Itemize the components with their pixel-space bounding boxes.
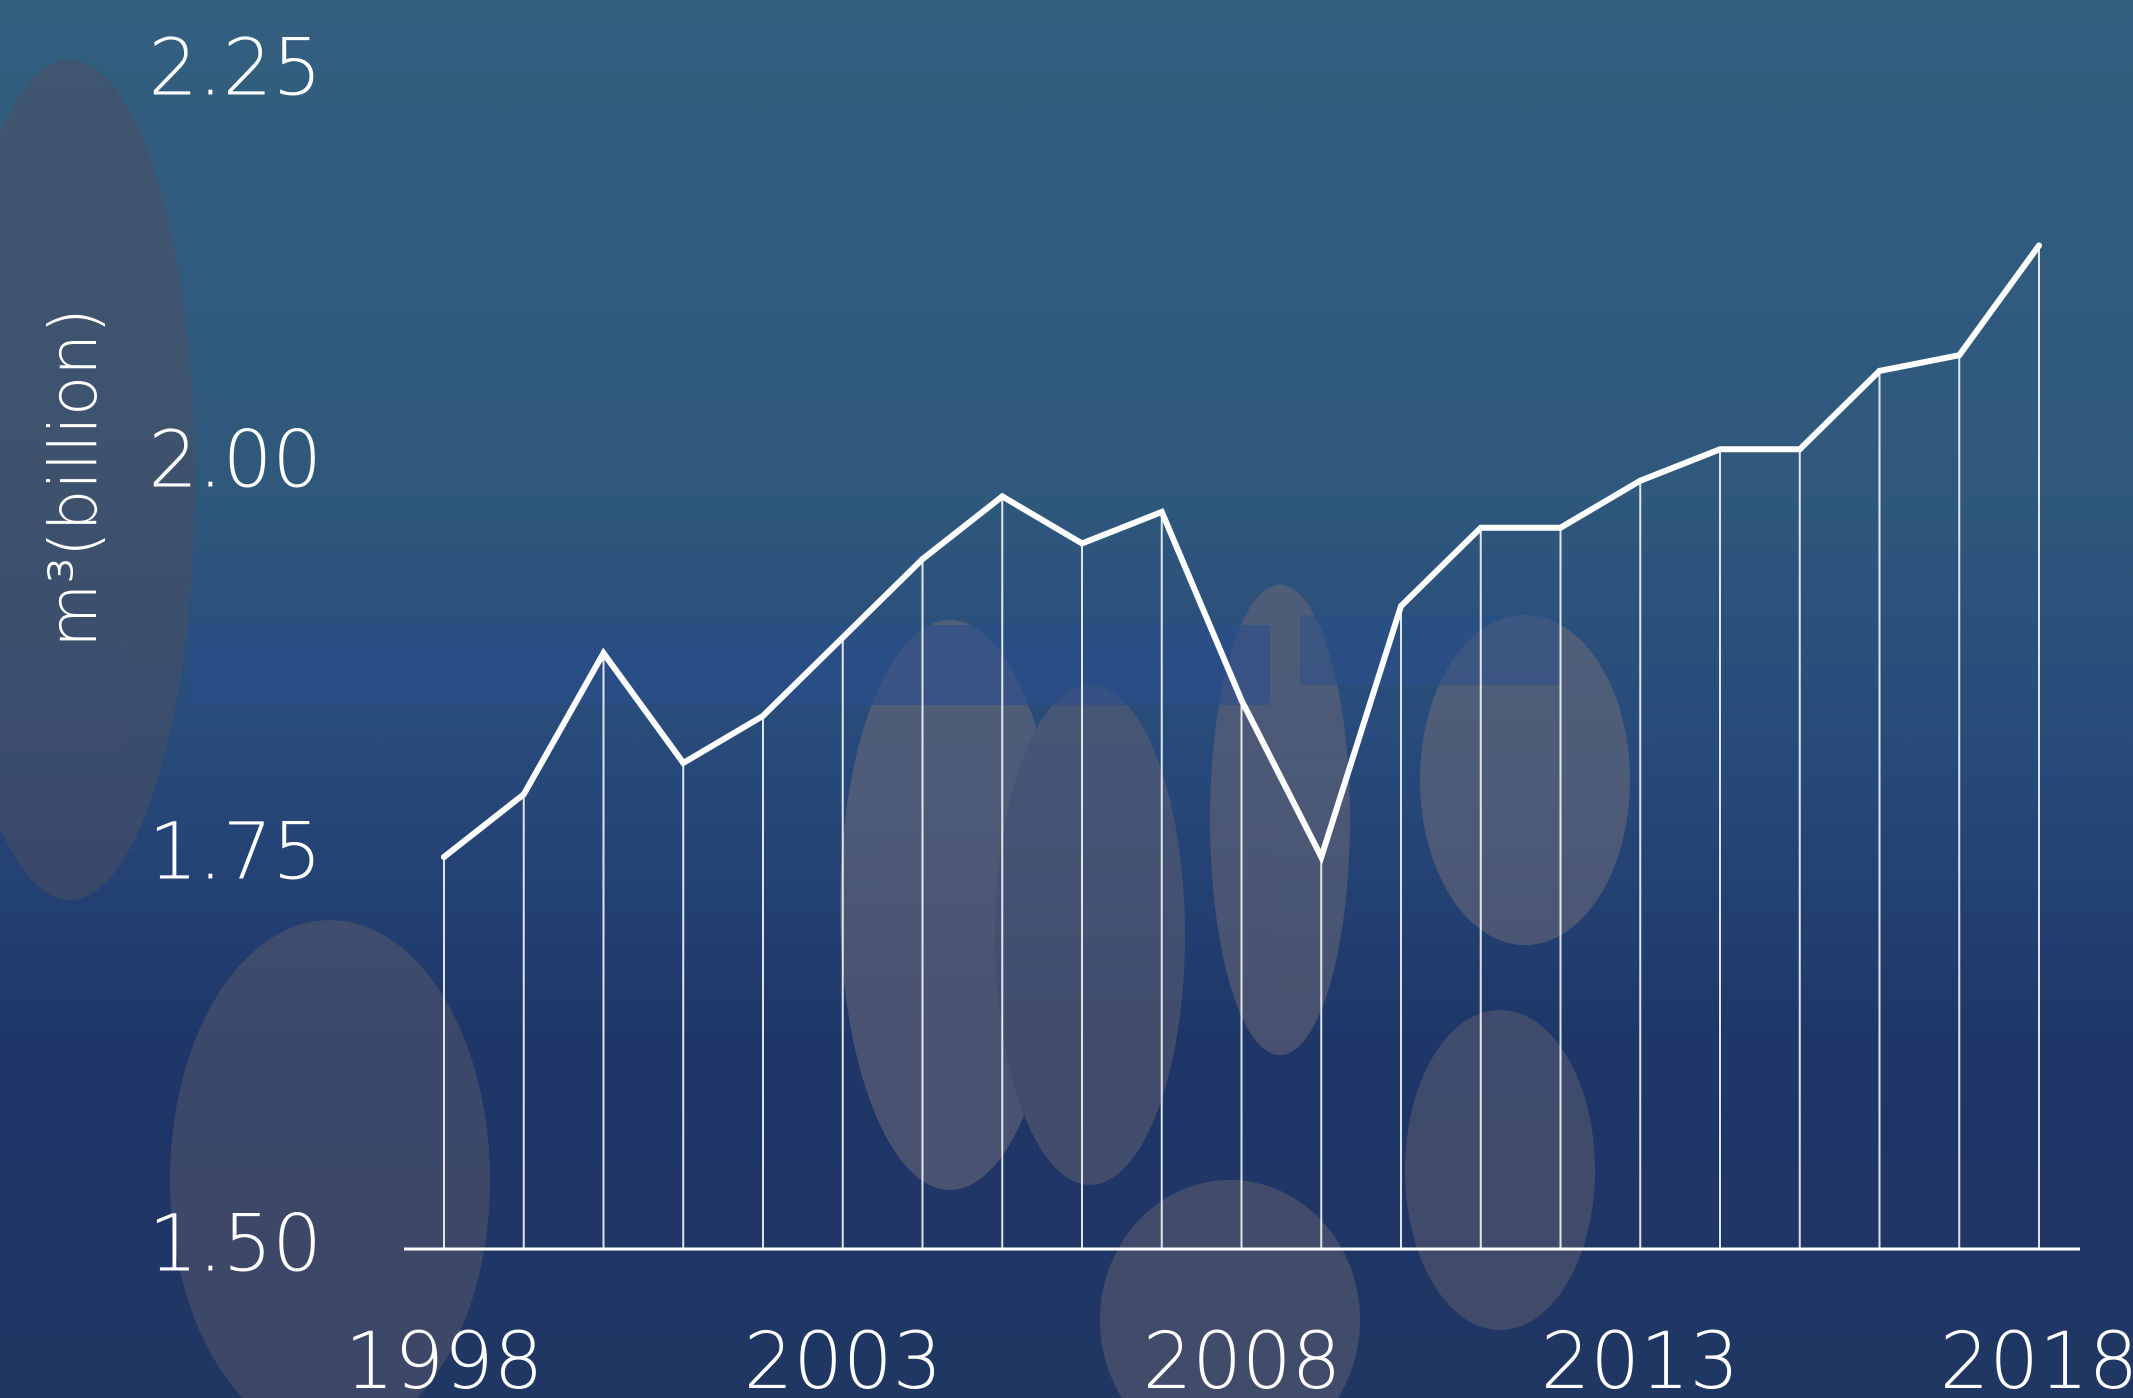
x-tick-label: 2018 [1940, 1317, 2133, 1398]
data-points [441, 242, 2042, 860]
x-tick-label: 2003 [744, 1317, 943, 1398]
data-point [1956, 352, 1963, 359]
data-point [1477, 524, 1484, 531]
data-point [520, 791, 527, 798]
data-point [1398, 603, 1404, 610]
data-point [839, 634, 846, 641]
data-point [2036, 242, 2042, 249]
data-point [600, 650, 607, 657]
data-point [1796, 446, 1803, 453]
y-tick-label: 1.50 [148, 1200, 322, 1290]
x-axis-ticks: 1998 2003 2008 2013 2018 [345, 1317, 2133, 1398]
y-axis-ticks: 1.50 1.75 2.00 2.25 [148, 24, 322, 1290]
x-tick-label: 2008 [1143, 1317, 1342, 1398]
data-point [1717, 446, 1723, 453]
y-tick-label: 1.75 [148, 808, 322, 898]
drop-lines [443, 245, 2040, 1249]
data-point [441, 854, 447, 860]
data-point [1637, 477, 1644, 484]
x-tick-label: 2013 [1541, 1317, 1740, 1398]
y-tick-label: 2.00 [148, 416, 322, 506]
y-axis-label: m³(billion) [35, 308, 112, 648]
x-tick-label: 1998 [345, 1317, 544, 1398]
data-point [1318, 854, 1325, 860]
data-point [1876, 367, 1883, 374]
data-point [760, 712, 766, 719]
data-point [1557, 524, 1564, 531]
data-point [1158, 509, 1165, 516]
data-point [919, 556, 926, 563]
data-point [1079, 540, 1085, 547]
data-point [1238, 697, 1245, 704]
data-point [680, 759, 687, 766]
data-point [999, 493, 1006, 500]
y-tick-label: 2.25 [148, 24, 322, 114]
